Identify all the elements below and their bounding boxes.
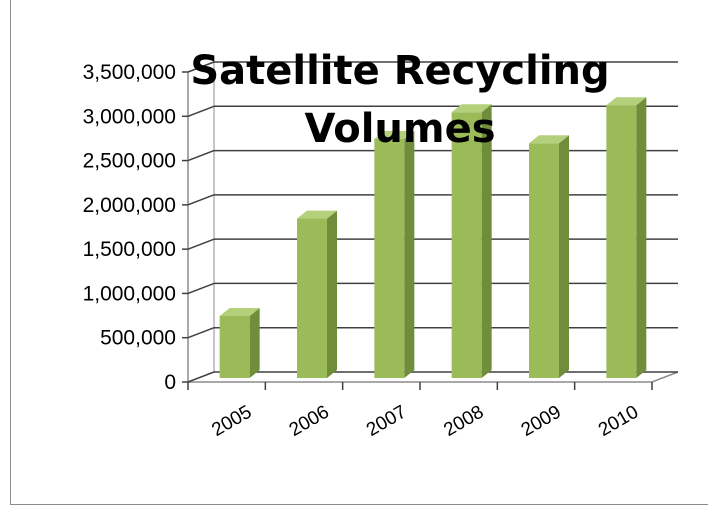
chart-title-line-2: Volumes xyxy=(304,106,495,152)
bar-front xyxy=(374,138,405,378)
x-tick-label: 2006 xyxy=(286,402,333,441)
bar-side xyxy=(404,130,415,378)
x-axis-ticks: 2005 2006 2007 2008 2009 2010 xyxy=(187,382,653,441)
bar-side xyxy=(481,104,492,379)
bar-front xyxy=(606,105,637,378)
x-tick-label: 2005 xyxy=(208,402,255,441)
bar-side xyxy=(559,135,569,378)
y-tick-label: 0 xyxy=(164,371,176,394)
chart-title-line-1: Satellite Recycling xyxy=(190,48,609,94)
bar-front xyxy=(219,316,250,378)
bar xyxy=(297,210,337,378)
bar xyxy=(606,97,647,378)
y-tick-label: 2,000,000 xyxy=(83,194,176,217)
bar-side xyxy=(249,308,260,378)
floor-right-edge xyxy=(651,371,679,383)
gridline-diagonal xyxy=(187,327,215,339)
bar xyxy=(219,308,260,378)
y-axis-ticks: 0 500,000 1,000,000 1,500,000 2,000,000 2,500… xyxy=(83,61,188,394)
x-tick-label: 2010 xyxy=(595,402,642,441)
bar-side xyxy=(636,97,647,378)
y-tick-label: 1,500,000 xyxy=(83,238,176,261)
x-tick-label: 2009 xyxy=(518,402,565,441)
bar-top xyxy=(297,210,337,219)
bar-top xyxy=(529,135,569,144)
bar-top xyxy=(374,130,415,139)
gridline-diagonal xyxy=(187,149,215,162)
bar-top xyxy=(606,97,647,106)
y-tick-label: 2,500,000 xyxy=(83,150,176,173)
y-tick-label: 3,500,000 xyxy=(83,61,176,84)
x-tick-label: 2008 xyxy=(440,402,487,441)
x-tick-label: 2007 xyxy=(363,402,410,441)
y-tick-label: 3,000,000 xyxy=(83,105,176,128)
gridline-diagonal xyxy=(187,371,215,383)
bar xyxy=(451,104,492,379)
bar-side xyxy=(327,210,337,378)
bar-top xyxy=(219,308,260,316)
y-tick-label: 1,000,000 xyxy=(83,282,176,305)
gridline-diagonal xyxy=(187,238,215,250)
gridline-diagonal xyxy=(187,282,215,295)
bar-front xyxy=(529,143,559,378)
bar-front xyxy=(451,112,482,379)
bar-front xyxy=(297,218,327,378)
bars xyxy=(219,97,647,379)
gridline-diagonal xyxy=(187,61,215,73)
gridlines xyxy=(187,61,678,383)
gridline-diagonal xyxy=(187,194,215,206)
gridline-diagonal xyxy=(187,105,215,117)
bar xyxy=(374,130,415,378)
chart-frame xyxy=(10,0,708,505)
y-tick-label: 500,000 xyxy=(100,327,176,350)
bar-top xyxy=(451,104,492,113)
bar xyxy=(529,135,569,378)
